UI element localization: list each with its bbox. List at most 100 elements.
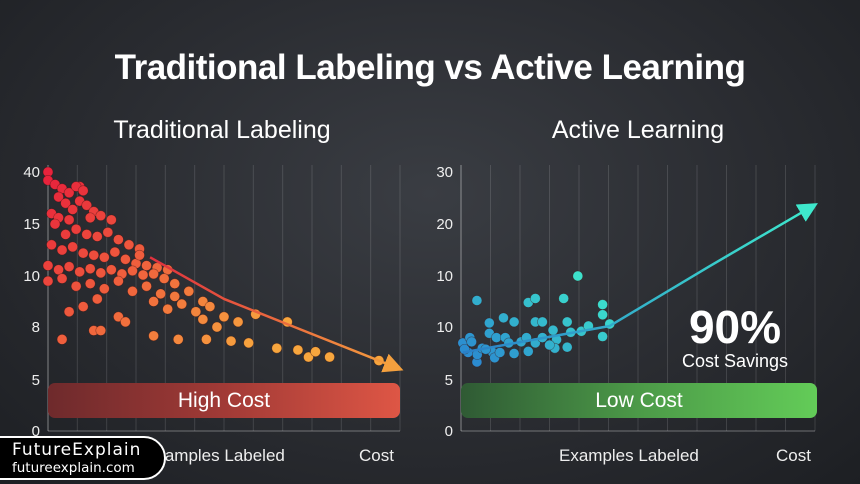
main-title: Traditional Labeling vs Active Learning — [114, 48, 746, 87]
data-point — [508, 316, 520, 328]
data-point — [56, 244, 68, 256]
data-point — [466, 336, 477, 348]
data-point — [597, 331, 608, 342]
y-tick-label: 5 — [32, 372, 40, 389]
logo-url: futureexplain.com — [12, 460, 135, 476]
data-point — [81, 199, 93, 211]
y-tick-label: 0 — [445, 423, 453, 440]
left-chart-title: Traditional Labeling — [113, 116, 331, 144]
data-point — [537, 316, 548, 328]
data-point — [74, 266, 85, 278]
data-point — [99, 251, 110, 263]
data-point — [303, 351, 314, 363]
y-tick-label: 40 — [23, 164, 40, 181]
data-point — [56, 273, 68, 284]
savings-label: Cost Savings — [681, 351, 789, 371]
y-tick-label: 15 — [23, 216, 40, 233]
data-point — [67, 241, 78, 253]
data-point — [597, 299, 608, 310]
data-point — [95, 325, 107, 336]
data-point — [77, 247, 89, 259]
data-point — [120, 254, 131, 265]
data-point — [172, 334, 184, 345]
data-point — [201, 334, 212, 345]
data-point — [84, 263, 96, 275]
data-point — [91, 293, 103, 305]
data-point — [141, 280, 152, 292]
data-point — [127, 285, 138, 297]
data-point — [134, 249, 145, 261]
y-tick-label: 20 — [436, 216, 453, 233]
y-tick-label: 10 — [23, 268, 40, 285]
y-tick-label: 10 — [436, 319, 453, 336]
data-point — [508, 348, 520, 359]
trend-arrow — [462, 203, 818, 354]
data-point — [561, 341, 573, 353]
data-point — [84, 212, 96, 224]
data-point — [56, 334, 68, 345]
data-point — [137, 269, 149, 281]
data-point — [63, 214, 75, 226]
left-x-end-label: Cost — [359, 446, 394, 465]
y-tick-label: 30 — [436, 164, 453, 181]
data-point — [197, 314, 209, 325]
data-point — [70, 280, 82, 292]
data-point — [102, 227, 114, 238]
data-point — [471, 295, 483, 306]
low-cost-band: Low Cost — [461, 383, 817, 418]
y-tick-label: 8 — [32, 319, 40, 336]
data-point — [77, 301, 89, 312]
data-point — [81, 229, 93, 240]
data-point — [310, 346, 321, 358]
low-cost-label: Low Cost — [595, 388, 683, 412]
data-point — [183, 285, 195, 297]
y-tick-label: 0 — [32, 423, 40, 440]
trend-arrow — [149, 256, 404, 373]
data-point — [95, 267, 107, 279]
data-point — [88, 249, 100, 261]
data-point — [127, 265, 138, 277]
data-point — [148, 330, 159, 342]
data-point — [211, 321, 223, 333]
right-chart-title: Active Learning — [551, 116, 725, 144]
data-point — [70, 223, 82, 235]
data-point — [113, 275, 124, 287]
left-x-axis-label: Examples Labeled — [145, 446, 285, 465]
right-x-end-label: Cost — [776, 446, 811, 465]
data-point — [232, 316, 244, 328]
data-point — [63, 187, 75, 199]
right-x-axis-label: Examples Labeled — [559, 446, 699, 465]
data-point — [106, 264, 117, 276]
data-point — [204, 301, 216, 312]
savings-percent: 90% — [688, 301, 782, 353]
data-point — [120, 316, 131, 328]
data-point — [494, 347, 506, 358]
data-point — [169, 291, 181, 302]
data-point — [558, 293, 569, 304]
data-point — [324, 351, 335, 363]
data-point — [162, 303, 173, 315]
data-point — [148, 268, 159, 280]
data-point — [49, 218, 61, 230]
data-point — [106, 214, 117, 226]
data-point — [113, 234, 124, 245]
data-point — [484, 317, 495, 329]
data-point — [498, 312, 509, 324]
data-point — [91, 231, 103, 242]
data-point — [176, 298, 188, 310]
data-point — [169, 278, 181, 289]
y-tick-label: 10 — [436, 268, 453, 285]
data-point — [84, 278, 96, 289]
data-point — [491, 332, 502, 343]
data-point — [148, 296, 159, 307]
data-point — [77, 185, 89, 197]
data-point — [218, 311, 230, 323]
data-point — [63, 261, 75, 272]
data-point — [141, 260, 152, 271]
data-point — [95, 210, 107, 221]
data-point — [42, 275, 54, 287]
data-point — [561, 316, 573, 328]
data-point — [271, 342, 283, 354]
data-point — [46, 239, 57, 251]
